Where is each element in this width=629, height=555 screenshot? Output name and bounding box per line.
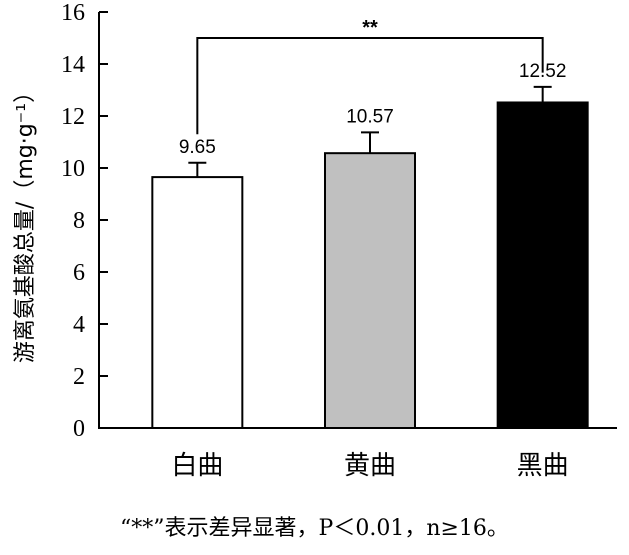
- y-tick-label: 6: [73, 260, 85, 286]
- bars: [151, 85, 589, 429]
- x-tick-label: 黄曲: [344, 451, 396, 481]
- y-tick-label: 0: [73, 416, 85, 442]
- y-axis: 0 2 4 6 8 10 12 14 16: [61, 0, 108, 442]
- bar: [324, 152, 416, 429]
- x-tick-label: 黑曲: [517, 451, 569, 481]
- x-tick-label: 白曲: [171, 451, 223, 481]
- significance-line: [196, 37, 544, 135]
- y-tick-label: 12: [61, 104, 85, 130]
- y-axis-label: 游离氨基酸总量/（mg·g⁻¹）: [13, 81, 38, 363]
- y-tick-label: 14: [61, 52, 85, 78]
- y-tick-label: 2: [73, 364, 85, 390]
- bar: [496, 101, 589, 429]
- footnote: “**”表示差异显著，P＜0.01，n≥16。: [120, 516, 509, 541]
- value-label: 9.65: [179, 137, 216, 158]
- significance-bracket: **: [196, 17, 544, 135]
- value-label: 10.57: [346, 106, 394, 127]
- y-tick-label: 10: [61, 156, 85, 182]
- y-tick-label: 8: [73, 208, 85, 234]
- y-tick-label: 4: [73, 312, 85, 338]
- y-tick-label: 16: [61, 0, 85, 26]
- bar: [151, 176, 244, 429]
- significance-label: **: [362, 17, 378, 39]
- x-axis: 白曲 黄曲 黑曲: [98, 427, 617, 481]
